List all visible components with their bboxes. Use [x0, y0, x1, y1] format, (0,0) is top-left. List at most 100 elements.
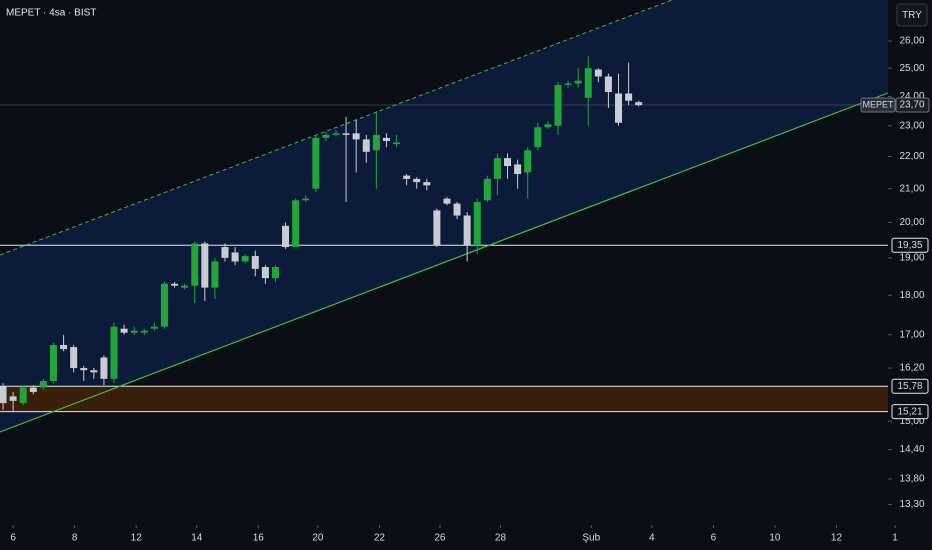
candle-body [423, 182, 431, 186]
y-tick-label: 19,00 [899, 253, 924, 264]
y-tick-label: 16,20 [899, 363, 924, 374]
candle-body [382, 137, 390, 141]
candle-body [110, 326, 118, 379]
candle-body [463, 215, 471, 246]
y-tick-label: 22,00 [899, 151, 924, 162]
candle-body [120, 328, 128, 333]
y-tick-label: 25,00 [899, 63, 924, 74]
candle-body [29, 387, 37, 392]
candle-body [413, 178, 421, 183]
last-price-label: 23,70 [899, 100, 924, 111]
y-tick-label: 17,00 [899, 329, 924, 340]
x-tick-label: 4 [649, 533, 655, 544]
x-tick-label: 26 [434, 533, 446, 544]
level-label: 15,21 [897, 406, 922, 417]
candle-body [342, 133, 350, 135]
candle-body [393, 142, 401, 145]
candle-body [271, 267, 279, 279]
x-tick-label: 10 [769, 533, 781, 544]
candle-body [0, 386, 7, 404]
candle-body [312, 137, 320, 189]
level-tag [891, 378, 929, 394]
candle-body [332, 133, 340, 135]
candle-body [90, 370, 98, 373]
y-tick-label: 13,30 [899, 499, 924, 510]
x-tick-label: 22 [374, 533, 386, 544]
y-tick-label: 13,80 [899, 474, 924, 485]
channel-upper [0, 0, 673, 256]
candle-body [352, 133, 360, 140]
candle-body [403, 175, 411, 179]
candle-body [70, 347, 78, 369]
x-tick-label: 12 [131, 533, 143, 544]
candle-body [372, 134, 380, 151]
candle-body [60, 344, 68, 350]
currency-button[interactable] [896, 3, 928, 27]
candle-body [261, 267, 269, 279]
candle-body [302, 198, 310, 201]
candle-body [171, 283, 179, 286]
candle-body [443, 198, 451, 204]
candle-body [604, 76, 612, 93]
y-tick-label: 21,00 [899, 183, 924, 194]
candle-body [49, 344, 57, 381]
candle-body [483, 178, 491, 201]
y-tick-label: 26,00 [899, 36, 924, 47]
x-tick-label: 20 [312, 533, 324, 544]
x-tick-label: 16 [253, 533, 265, 544]
candle-body [524, 150, 532, 173]
candle-body [615, 93, 623, 123]
candle-body [191, 243, 199, 286]
candle-body [231, 252, 239, 262]
candle-body [201, 243, 209, 288]
candle-body [635, 102, 643, 106]
currency-label[interactable]: TRY [902, 10, 922, 21]
candle-body [130, 330, 138, 333]
candle-body [514, 164, 522, 175]
x-tick-label: 1 [892, 533, 898, 544]
candle-body [19, 387, 27, 404]
axes: 26,00 25,00 24,00 23,00 22,00 21,00 20,00 19,00… [10, 36, 930, 544]
zone [0, 386, 888, 412]
level-tag [891, 237, 929, 253]
candle-body [574, 80, 582, 84]
y-tick-label: 24,00 [899, 91, 924, 102]
last-price-name-tag [860, 97, 896, 113]
x-tick-label: 6 [10, 533, 16, 544]
candle-body [473, 201, 481, 246]
candle-body [584, 68, 592, 98]
candle-body [140, 330, 148, 333]
candle-body [150, 326, 158, 329]
channel-fill [0, 0, 888, 432]
chart-title: MEPET · 4sa · BIST [6, 8, 96, 19]
candle-body [211, 261, 219, 288]
candle-body [453, 203, 461, 216]
candle-body [39, 380, 47, 388]
candle-body [625, 93, 633, 101]
candle-body [594, 69, 602, 77]
candle-body [292, 200, 300, 248]
candle-body [362, 139, 370, 152]
x-tick-label: 8 [72, 533, 78, 544]
candle-body [493, 158, 501, 179]
candles [0, 55, 643, 413]
candle-body [9, 396, 17, 401]
candle-body [282, 225, 290, 248]
y-tick-label: 18,00 [899, 290, 924, 301]
last-price-tag [895, 97, 930, 113]
x-tick-label: 12 [831, 533, 843, 544]
candle-body [504, 158, 512, 167]
candle-body [251, 256, 259, 269]
candle-body [181, 285, 189, 288]
x-tick-label: Şub [582, 533, 600, 544]
candle-body [534, 127, 542, 148]
x-tick-label: 6 [711, 533, 717, 544]
x-tick-label: 14 [191, 533, 203, 544]
y-tick-label: 23,00 [899, 120, 924, 131]
channel-lower [0, 92, 889, 433]
candle-body [564, 83, 572, 85]
y-tick-label: 20,00 [899, 217, 924, 228]
candle-body [100, 357, 108, 379]
level-tag [891, 404, 929, 420]
